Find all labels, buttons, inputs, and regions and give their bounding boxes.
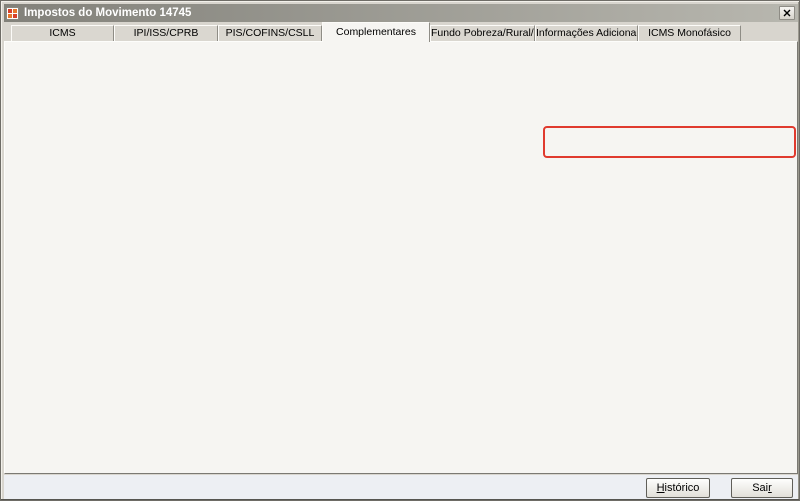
close-icon: [783, 9, 791, 17]
tab-ipi-iss-cprb[interactable]: IPI/ISS/CPRB: [114, 25, 218, 41]
tab-pis-cofins-csll[interactable]: PIS/COFINS/CSLL: [218, 25, 322, 41]
tab-fundo-pobreza-rural-fti[interactable]: Fundo Pobreza/Rural/FTI: [430, 25, 535, 41]
sair-label: Sai: [752, 482, 769, 494]
close-button[interactable]: [779, 6, 795, 20]
window-title: Impostos do Movimento 14745: [24, 7, 192, 19]
historico-accel: H: [656, 482, 665, 494]
sair-button[interactable]: Sair: [731, 478, 793, 498]
tab-icms[interactable]: ICMS: [11, 25, 114, 41]
tab-informacoes-adicionais[interactable]: Informações Adicionais: [535, 25, 638, 41]
window-bottom-edge: [1, 499, 799, 500]
historico-button[interactable]: Histórico: [646, 478, 710, 498]
tab-icms-monofasico[interactable]: ICMS Monofásico: [638, 25, 741, 41]
app-icon: [6, 6, 19, 20]
tab-complementares[interactable]: Complementares: [322, 22, 430, 42]
title-bar: Impostos do Movimento 14745: [4, 4, 798, 22]
historico-label: istórico: [664, 482, 700, 494]
sair-accel: r: [768, 482, 772, 494]
tab-page: [4, 41, 798, 474]
